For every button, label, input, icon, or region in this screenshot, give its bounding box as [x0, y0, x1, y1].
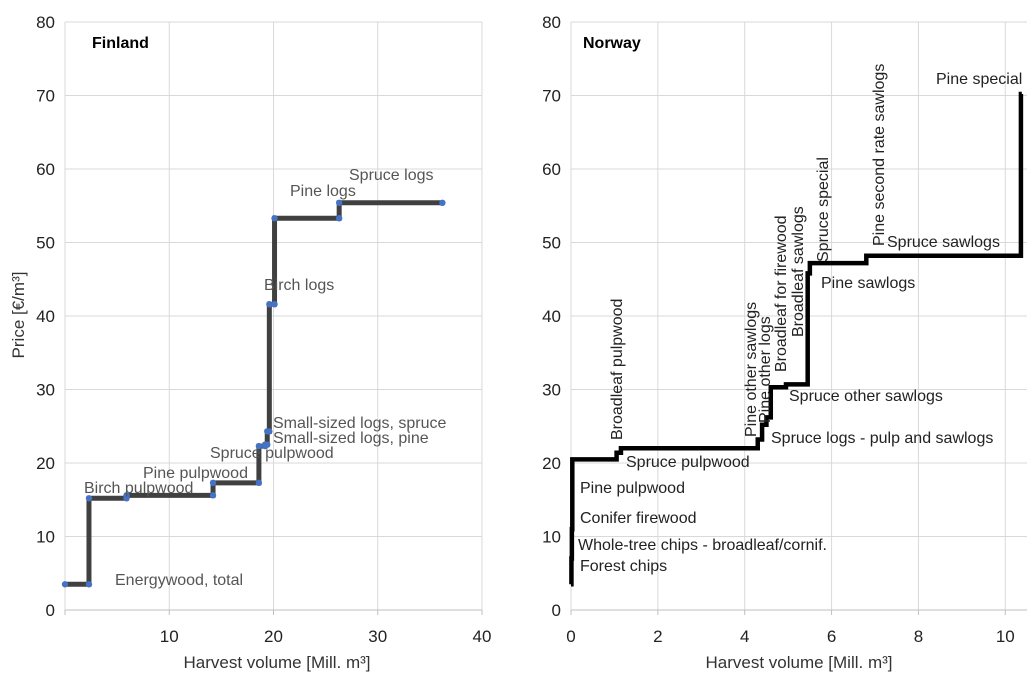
finland-step-point	[264, 441, 271, 448]
norway-y-tick-label: 30	[542, 381, 561, 400]
finland-step-label: Spruce pulpwood	[210, 445, 334, 462]
norway-step-label: Spruce sawlogs	[887, 234, 1000, 251]
norway-step-label: Spruce special	[815, 157, 832, 262]
norway-panel: 0 10 20 30 40 50 60 70 80 0 2 4 6 8 10 Forest chips Who…	[542, 13, 1027, 672]
norway-step-label: Pine second rate sawlogs	[871, 64, 888, 246]
norway-step-label: Spruce other sawlogs	[789, 388, 943, 405]
finland-x-tick-label: 40	[473, 627, 492, 646]
finland-step-point	[335, 199, 343, 207]
finland-step-label: Small-sized logs, spruce	[273, 415, 447, 432]
finland-step-label: Pine pulpwood	[143, 465, 248, 482]
finland-step-label: Energywood, total	[115, 572, 243, 589]
norway-step-label: Spruce logs - pulp and sawlogs	[771, 430, 993, 447]
finland-y-tick-label: 70	[36, 87, 55, 106]
norway-y-tick-label: 60	[542, 160, 561, 179]
finland-y-tick-label: 80	[36, 13, 55, 32]
finland-step-label: Birch logs	[264, 277, 334, 294]
finland-y-tick-label: 40	[36, 307, 55, 326]
norway-x-tick-label: 10	[996, 627, 1015, 646]
norway-step-label: Pine other logs	[757, 316, 774, 423]
norway-panel-title: Norway	[583, 35, 641, 52]
finland-y-axis-label: Price [€/m³]	[9, 272, 28, 359]
finland-x-axis-label: Harvest volume [Mill. m³]	[183, 653, 370, 672]
finland-step-point	[123, 492, 130, 499]
finland-y-tick-label: 30	[36, 381, 55, 400]
norway-step-label: Broadleaf sawlogs	[790, 206, 807, 337]
finland-x-tick-label: 20	[264, 627, 283, 646]
finland-step-point	[85, 495, 93, 502]
finland-y-tick-label: 10	[36, 528, 55, 547]
finland-panel-title: Finland	[92, 35, 149, 52]
finland-x-tick-label: 30	[368, 627, 387, 646]
norway-x-tick-label: 0	[566, 627, 575, 646]
norway-y-tick-label: 40	[542, 307, 561, 326]
norway-y-tick-label: 10	[542, 528, 561, 547]
norway-step-label: Pine special	[936, 71, 1022, 88]
norway-x-tick-label: 4	[740, 627, 749, 646]
norway-step-label: Pine sawlogs	[821, 275, 915, 292]
norway-step-label: Pine other sawlogs	[743, 302, 760, 437]
finland-y-tick-label: 50	[36, 234, 55, 253]
finland-step-point	[209, 479, 217, 487]
finland-step-point	[335, 215, 343, 222]
finland-step-label: Pine logs	[290, 183, 356, 200]
finland-y-tick-label: 60	[36, 160, 55, 179]
norway-step-label: Forest chips	[580, 558, 667, 575]
finland-x-tick-label: 10	[160, 627, 179, 646]
norway-y-tick-label: 0	[552, 601, 561, 620]
norway-step-label: Spruce pulpwood	[626, 454, 750, 471]
norway-step-label: Conifer firewood	[580, 510, 697, 527]
finland-step-point	[271, 215, 278, 222]
finland-step-point	[266, 428, 273, 435]
finland-step-point	[439, 199, 446, 207]
finland-supply-step-line	[65, 200, 443, 587]
norway-x-tick-label: 6	[827, 627, 836, 646]
norway-y-tick-label: 20	[542, 454, 561, 473]
norway-x-tick-label: 8	[914, 627, 923, 646]
norway-step-label: Whole-tree chips - broadleaf/cornif.	[578, 537, 827, 554]
finland-step-point	[85, 581, 93, 588]
finland-panel: 0 10 20 30 40 50 60 70 80 10 20 30 40 Energywood, to…	[9, 13, 491, 672]
norway-x-axis-label: Harvest volume [Mill. m³]	[705, 653, 892, 672]
finland-y-tick-label: 20	[36, 454, 55, 473]
norway-y-tick-label: 70	[542, 87, 561, 106]
norway-step-label: Broadleaf pulpwood	[609, 299, 626, 440]
norway-step-label: Pine pulpwood	[580, 480, 685, 497]
norway-step-label: Broadleaf for firewood	[773, 215, 790, 372]
finland-step-label: Spruce logs	[349, 167, 434, 184]
finland-step-point	[255, 479, 263, 487]
finland-step-point	[209, 492, 217, 499]
norway-y-tick-label: 80	[542, 13, 561, 32]
finland-step-point	[61, 581, 69, 588]
finland-step-label: Small-sized logs, pine	[273, 430, 429, 447]
norway-y-tick-label: 50	[542, 234, 561, 253]
norway-supply-step-line	[569, 91, 1024, 587]
finland-step-point	[255, 442, 263, 450]
finland-y-tick-label: 0	[46, 601, 55, 620]
finland-step-point	[266, 301, 273, 308]
finland-step-point	[271, 301, 278, 308]
norway-x-tick-label: 2	[653, 627, 662, 646]
finland-step-label: Birch pulpwood	[84, 480, 193, 497]
